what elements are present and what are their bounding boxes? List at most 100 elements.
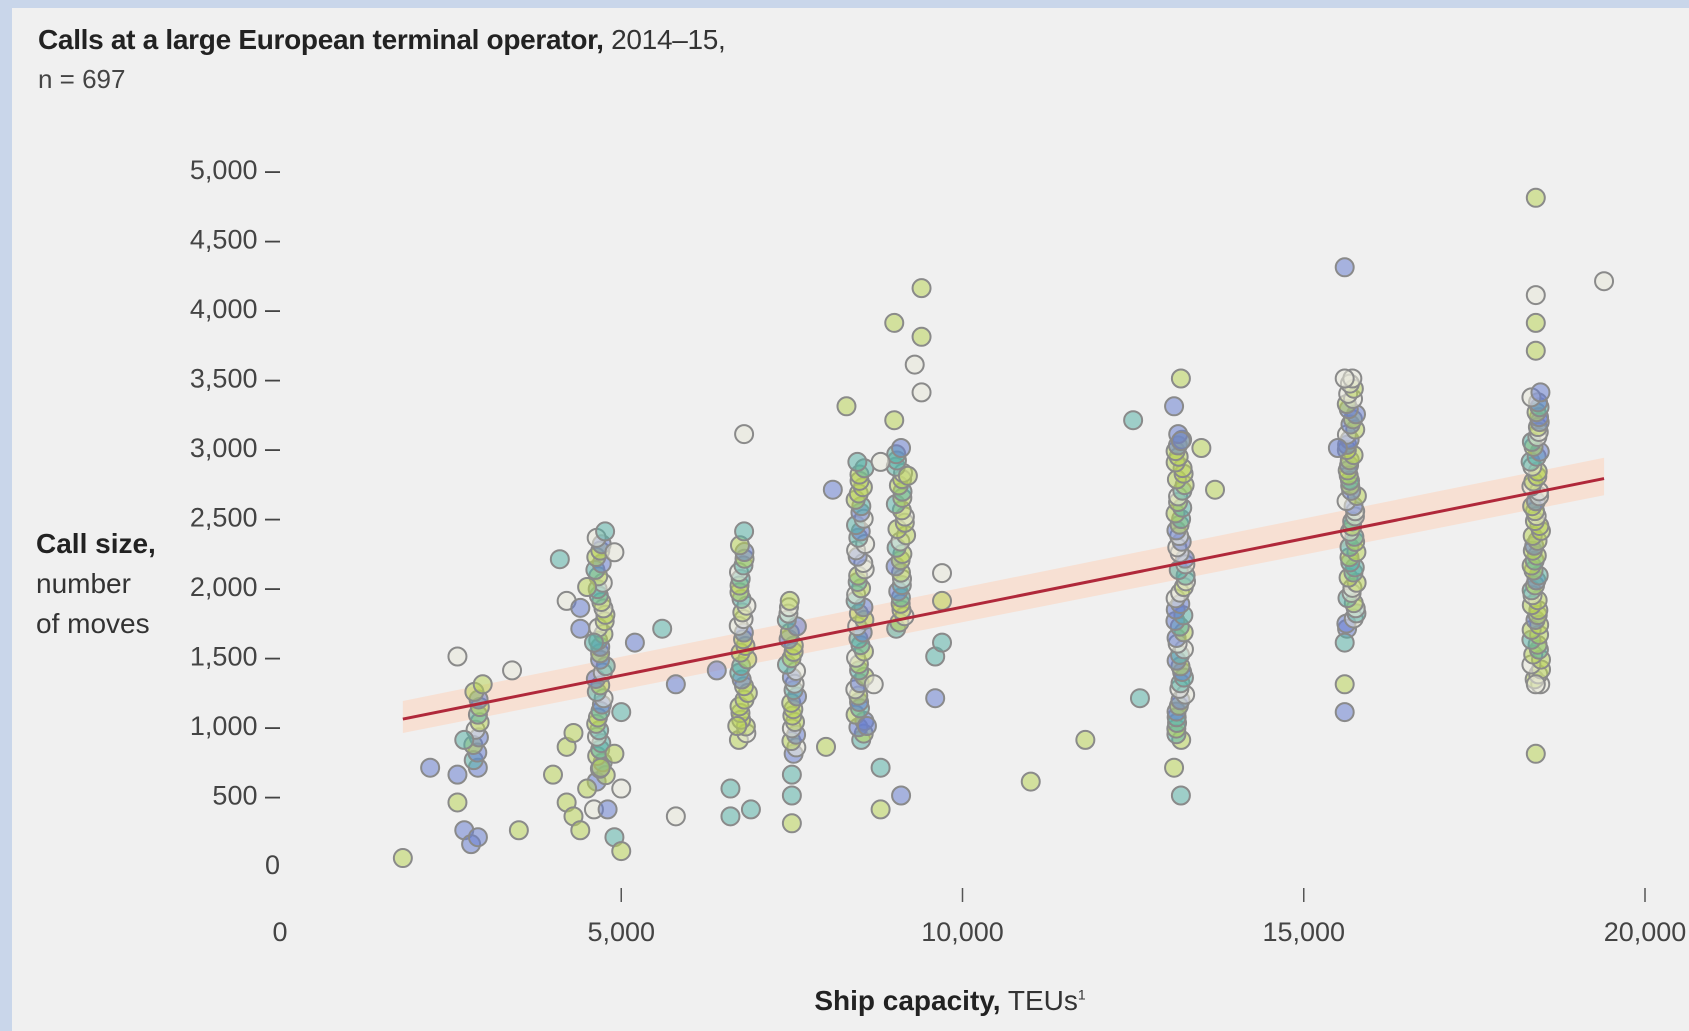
x-tick-label: 0 [272, 917, 287, 947]
data-point [665, 674, 686, 695]
data-point [870, 799, 891, 820]
data-point [932, 590, 953, 611]
data-point [543, 764, 563, 785]
data-point [740, 799, 761, 820]
data-point [1525, 340, 1546, 361]
data-point [604, 743, 625, 764]
data-point [665, 806, 686, 827]
y-axis-label-line3: of moves [36, 608, 150, 639]
data-point [595, 521, 616, 542]
data-point [891, 785, 912, 806]
y-axis-label-line1: Call size, [36, 528, 156, 559]
data-point [1334, 632, 1355, 653]
data-point [870, 451, 891, 472]
data-point [781, 813, 802, 834]
y-tick-label: 3,500 – [190, 364, 280, 394]
data-point [897, 465, 918, 486]
x-axis-label: Ship capacity, TEUs1 [814, 985, 1086, 1016]
data-point [604, 542, 625, 563]
y-tick-label: 1,000 – [190, 711, 280, 741]
data-point [779, 590, 800, 611]
x-tick-label: 10,000 [921, 917, 1004, 947]
data-point [870, 757, 891, 778]
data-point [1205, 479, 1226, 500]
data-point [847, 451, 868, 472]
data-point [932, 563, 953, 584]
y-tick-label: 5,000 – [190, 155, 280, 185]
y-tick-label: 1,500 – [190, 642, 280, 672]
data-point [652, 618, 673, 639]
data-point [781, 764, 802, 785]
y-axis-label: Call size, number of moves [36, 524, 156, 644]
chart-subtitle: n = 697 [38, 64, 126, 94]
y-tick-label: 3,000 – [190, 433, 280, 463]
data-point [911, 382, 932, 403]
data-point [836, 396, 857, 417]
data-point [611, 702, 632, 723]
data-point [884, 312, 905, 333]
data-point [508, 820, 529, 841]
data-point [734, 521, 755, 542]
data-point [570, 618, 591, 639]
x-tick-label: 20,000 [1604, 917, 1687, 947]
x-tick-label: 15,000 [1262, 917, 1345, 947]
data-point [392, 848, 413, 869]
data-point [1530, 382, 1551, 403]
data-point [563, 722, 584, 743]
data-point [822, 479, 843, 500]
y-tick-label: 0 [265, 850, 280, 880]
data-point [1594, 271, 1615, 292]
y-tick-label: 2,500 – [190, 503, 280, 533]
data-point [1129, 688, 1150, 709]
y-tick-label: 500 – [212, 781, 280, 811]
data-point [720, 806, 741, 827]
data-point [549, 549, 570, 570]
data-point [884, 410, 905, 431]
data-point [467, 827, 488, 848]
data-point [1525, 743, 1546, 764]
data-point [611, 841, 632, 862]
y-tick-label: 2,000 – [190, 572, 280, 602]
data-point [624, 632, 645, 653]
data-point [1170, 368, 1191, 389]
data-point [1191, 438, 1212, 458]
data-point [472, 674, 493, 695]
data-point [1525, 312, 1546, 333]
data-point [706, 660, 727, 681]
data-point [1525, 285, 1546, 306]
data-point [816, 736, 836, 757]
data-point [1334, 674, 1355, 695]
data-point [590, 757, 611, 778]
data-point [1334, 702, 1355, 723]
trend-line [402, 477, 1605, 721]
data-point [502, 660, 523, 681]
data-point [720, 778, 741, 799]
data-point [1170, 785, 1191, 806]
data-point [1170, 431, 1191, 452]
data-point [1020, 771, 1041, 792]
data-point [1075, 729, 1096, 750]
data-point [1327, 438, 1348, 458]
data-point [1164, 757, 1185, 778]
data-point [577, 778, 598, 799]
chart-title: Calls at a large European terminal opera… [38, 24, 726, 55]
data-point [1525, 674, 1546, 695]
data-point [1334, 257, 1355, 278]
data-point [925, 688, 946, 709]
data-point [611, 778, 632, 799]
data-point [597, 799, 618, 820]
data-point [1123, 410, 1144, 431]
y-tick-label: 4,500 – [190, 225, 280, 255]
data-point [904, 354, 925, 375]
data-point [447, 764, 468, 785]
data-point [447, 646, 468, 667]
data-point [1525, 187, 1546, 208]
x-tick-label: 5,000 [587, 917, 655, 947]
y-axis-label-line2: number [36, 568, 131, 599]
data-point [734, 424, 755, 445]
data-point [420, 757, 441, 778]
y-tick-label: 4,000 – [190, 294, 280, 324]
data-point [911, 326, 932, 347]
data-point [583, 632, 604, 653]
